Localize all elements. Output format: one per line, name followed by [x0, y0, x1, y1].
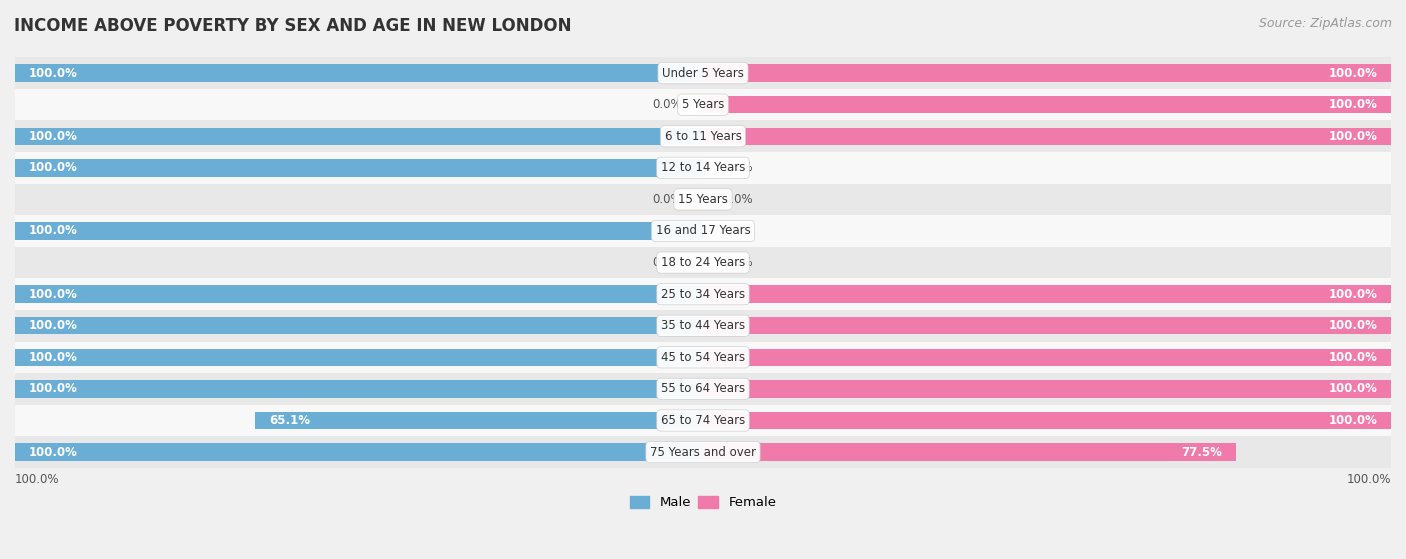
Bar	[15, 152, 1391, 183]
Text: 100.0%: 100.0%	[28, 319, 77, 332]
Text: 100.0%: 100.0%	[1329, 67, 1378, 79]
Text: 15 Years: 15 Years	[678, 193, 728, 206]
Bar	[15, 317, 703, 334]
Text: 35 to 44 Years: 35 to 44 Years	[661, 319, 745, 332]
Bar	[15, 215, 1391, 247]
Bar	[15, 373, 1391, 405]
Bar	[15, 278, 1391, 310]
Bar	[254, 412, 703, 429]
Bar	[15, 349, 703, 366]
Text: 45 to 54 Years: 45 to 54 Years	[661, 351, 745, 364]
Bar	[703, 412, 1391, 429]
Text: 0.0%: 0.0%	[724, 225, 754, 238]
Text: 65.1%: 65.1%	[269, 414, 309, 427]
Text: 100.0%: 100.0%	[1347, 472, 1391, 486]
Bar	[15, 443, 703, 461]
Text: 0.0%: 0.0%	[724, 256, 754, 269]
Text: 100.0%: 100.0%	[1329, 98, 1378, 111]
Text: 0.0%: 0.0%	[652, 98, 682, 111]
Text: 100.0%: 100.0%	[1329, 130, 1378, 143]
Bar	[15, 127, 703, 145]
Text: 77.5%: 77.5%	[1181, 446, 1222, 458]
Text: 75 Years and over: 75 Years and over	[650, 446, 756, 458]
Text: 12 to 14 Years: 12 to 14 Years	[661, 162, 745, 174]
Text: 100.0%: 100.0%	[1329, 382, 1378, 395]
Bar	[703, 317, 1391, 334]
Bar	[703, 286, 1391, 303]
Text: 0.0%: 0.0%	[652, 256, 682, 269]
Bar	[703, 96, 1391, 113]
Text: 100.0%: 100.0%	[1329, 319, 1378, 332]
Bar	[703, 127, 1391, 145]
Bar	[15, 436, 1391, 468]
Bar	[703, 64, 1391, 82]
Bar	[15, 89, 1391, 120]
Text: 100.0%: 100.0%	[28, 382, 77, 395]
Legend: Male, Female: Male, Female	[624, 490, 782, 514]
Bar	[15, 286, 703, 303]
Text: Under 5 Years: Under 5 Years	[662, 67, 744, 79]
Text: 5 Years: 5 Years	[682, 98, 724, 111]
Text: 0.0%: 0.0%	[724, 162, 754, 174]
Text: 100.0%: 100.0%	[1329, 288, 1378, 301]
Text: 100.0%: 100.0%	[1329, 351, 1378, 364]
Bar	[15, 57, 1391, 89]
Bar	[703, 443, 1236, 461]
Text: 16 and 17 Years: 16 and 17 Years	[655, 225, 751, 238]
Bar	[15, 183, 1391, 215]
Text: 55 to 64 Years: 55 to 64 Years	[661, 382, 745, 395]
Bar	[15, 64, 703, 82]
Text: 100.0%: 100.0%	[28, 351, 77, 364]
Text: 100.0%: 100.0%	[15, 472, 59, 486]
Text: 100.0%: 100.0%	[28, 67, 77, 79]
Bar	[15, 247, 1391, 278]
Text: 100.0%: 100.0%	[28, 162, 77, 174]
Text: 100.0%: 100.0%	[28, 225, 77, 238]
Text: 25 to 34 Years: 25 to 34 Years	[661, 288, 745, 301]
Text: Source: ZipAtlas.com: Source: ZipAtlas.com	[1258, 17, 1392, 30]
Bar	[15, 120, 1391, 152]
Bar	[703, 349, 1391, 366]
Text: 0.0%: 0.0%	[724, 193, 754, 206]
Text: 18 to 24 Years: 18 to 24 Years	[661, 256, 745, 269]
Bar	[15, 222, 703, 240]
Bar	[15, 159, 703, 177]
Text: 100.0%: 100.0%	[28, 288, 77, 301]
Bar	[703, 380, 1391, 397]
Text: 100.0%: 100.0%	[28, 130, 77, 143]
Bar	[15, 342, 1391, 373]
Text: 65 to 74 Years: 65 to 74 Years	[661, 414, 745, 427]
Bar	[15, 405, 1391, 436]
Bar	[15, 310, 1391, 342]
Text: 100.0%: 100.0%	[28, 446, 77, 458]
Bar	[15, 380, 703, 397]
Text: 6 to 11 Years: 6 to 11 Years	[665, 130, 741, 143]
Text: 100.0%: 100.0%	[1329, 414, 1378, 427]
Text: INCOME ABOVE POVERTY BY SEX AND AGE IN NEW LONDON: INCOME ABOVE POVERTY BY SEX AND AGE IN N…	[14, 17, 572, 35]
Text: 0.0%: 0.0%	[652, 193, 682, 206]
